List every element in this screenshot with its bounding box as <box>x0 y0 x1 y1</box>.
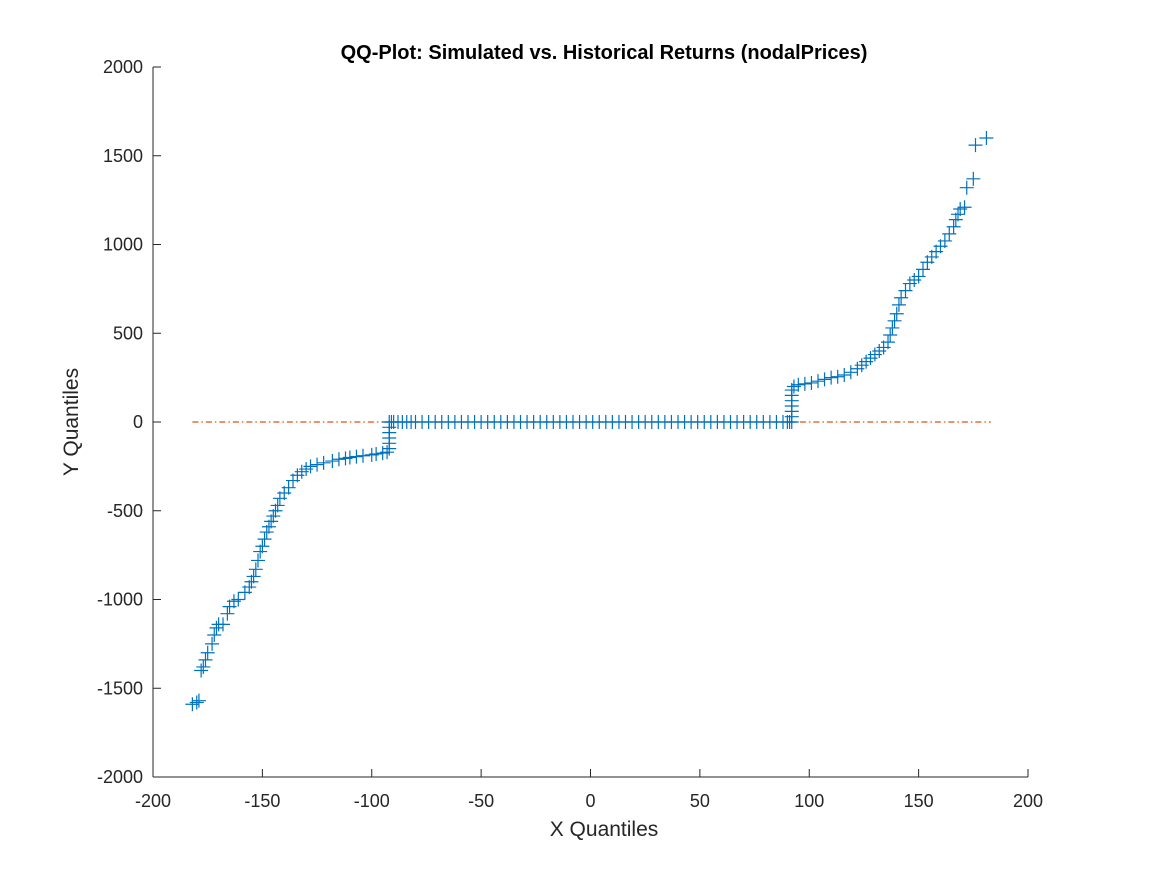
y-tick-label: 1500 <box>103 146 143 166</box>
data-point <box>248 562 263 577</box>
data-point <box>281 480 296 495</box>
data-point <box>257 532 272 547</box>
data-point <box>380 445 395 460</box>
data-point <box>331 452 346 467</box>
y-tick-label: -2000 <box>97 767 143 787</box>
data-point <box>966 171 981 186</box>
data-point <box>266 509 281 524</box>
x-tick-label: 150 <box>904 791 934 811</box>
data-point <box>979 131 994 145</box>
x-tick-label: -200 <box>135 791 171 811</box>
data-point <box>887 313 902 328</box>
data-point <box>200 645 215 660</box>
data-point <box>194 663 209 678</box>
data-point <box>244 574 259 589</box>
data-point <box>196 659 211 674</box>
data-point <box>246 569 261 584</box>
data-point <box>303 459 318 474</box>
data-point <box>916 262 930 277</box>
data-point <box>251 553 265 568</box>
data-point <box>837 367 852 382</box>
data-point <box>216 617 230 632</box>
y-tick-label: 0 <box>133 412 143 432</box>
data-point <box>207 628 222 642</box>
y-tick-label: -500 <box>107 501 143 521</box>
data-point <box>270 498 285 513</box>
data-point <box>811 374 825 389</box>
data-point <box>268 503 283 518</box>
data-point <box>310 457 325 472</box>
data-point <box>259 525 274 540</box>
data-point <box>209 620 224 635</box>
data-point <box>937 233 952 248</box>
data-point <box>242 580 257 595</box>
data-point <box>369 446 384 461</box>
x-tick-label: 50 <box>690 791 710 811</box>
data-point <box>911 269 926 284</box>
data-point <box>959 180 974 195</box>
data-point <box>205 636 220 651</box>
x-tick-label: -150 <box>244 791 280 811</box>
y-axis-label: Y Quantiles <box>60 368 83 476</box>
data-point <box>894 290 909 305</box>
chart-title: QQ-Plot: Simulated vs. Historical Return… <box>341 42 868 64</box>
data-point <box>191 693 206 708</box>
data-point <box>349 449 364 464</box>
plot-axes: -200 -150 -100 -50 0 50 100 150 200-2000-1500-10… <box>97 57 1043 811</box>
x-tick-label: 0 <box>585 791 595 811</box>
data-point <box>325 454 340 469</box>
data-point <box>830 369 845 384</box>
data-point <box>231 592 246 607</box>
data-point <box>957 200 972 215</box>
data-point <box>883 328 898 343</box>
data-point <box>356 448 370 463</box>
data-point <box>797 376 812 391</box>
data-point <box>261 519 276 534</box>
data-point <box>951 207 965 222</box>
data-point <box>843 365 858 380</box>
y-tick-label: 1000 <box>103 235 143 255</box>
data-point <box>889 306 904 321</box>
y-tick-label: -1500 <box>97 678 143 698</box>
data-point <box>891 297 906 312</box>
data-point <box>968 138 983 153</box>
data-point <box>198 652 213 667</box>
data-point <box>791 377 806 392</box>
x-tick-label: 100 <box>794 791 824 811</box>
data-point <box>804 375 819 390</box>
x-tick-label: 200 <box>1013 791 1043 811</box>
y-tick-label: 2000 <box>103 57 143 77</box>
data-point <box>316 455 331 470</box>
plot-marks <box>185 131 994 712</box>
data-point <box>881 335 895 350</box>
y-tick-label: 500 <box>113 323 143 343</box>
data-point <box>253 544 268 559</box>
x-tick-label: -50 <box>468 791 494 811</box>
data-point <box>885 320 900 335</box>
data-point <box>189 695 204 710</box>
x-axis-label: X Quantiles <box>550 818 659 841</box>
x-tick-label: -100 <box>354 791 390 811</box>
data-point <box>784 383 799 398</box>
data-point <box>898 283 913 298</box>
data-point <box>948 212 963 227</box>
data-point <box>817 372 832 387</box>
data-point <box>946 219 961 234</box>
data-point <box>264 514 279 529</box>
data-point <box>942 226 957 241</box>
y-tick-label: -1000 <box>97 590 143 610</box>
data-point <box>824 370 839 385</box>
data-point <box>342 450 357 465</box>
data-point <box>220 606 235 621</box>
data-point <box>255 539 270 554</box>
